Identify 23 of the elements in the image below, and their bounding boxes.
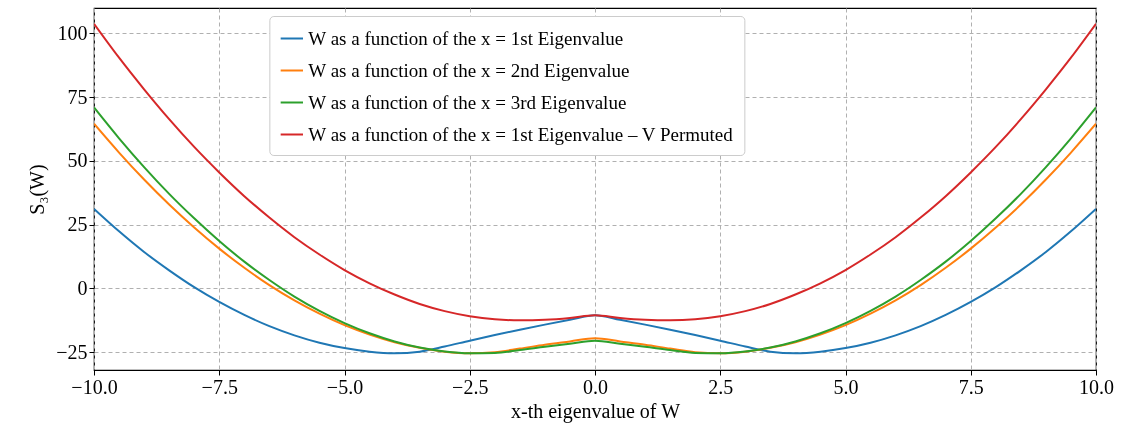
y-axis-title: S₃(W) [26,164,50,215]
legend-label: W as a function of the x = 1st Eigenvalue – V Permuted [308,123,734,145]
line-series [94,22,1096,322]
x-tick-label: 2.5 [708,375,734,398]
x-tick-label: −2.5 [452,375,489,398]
line-series [94,207,1096,355]
y-tick-label: −25 [56,340,88,363]
legend-label: W as a function of the x = 3rd Eigenvalue [308,91,627,113]
legend-label: W as a function of the x = 1st Eigenvalue [308,27,624,49]
y-tick-label: 100 [57,21,88,44]
x-tick-label: −5.0 [326,375,364,398]
x-tick-label: −10.0 [71,375,118,398]
x-tick-label: −7.5 [201,375,238,398]
x-tick-label: 10.0 [1079,375,1114,398]
y-tick-label: 75 [67,85,88,108]
x-tick-label: 0.0 [583,375,608,398]
y-tick-label: 25 [67,213,88,236]
x-tick-label: 5.0 [833,375,859,398]
y-tick-label: 50 [67,149,88,172]
y-tick-label: 0 [77,276,88,299]
x-tick-label: 7.5 [958,375,984,398]
legend-label: W as a function of the x = 2nd Eigenvalue [308,59,630,81]
x-axis-title: x-th eigenvalue of W [510,399,681,423]
